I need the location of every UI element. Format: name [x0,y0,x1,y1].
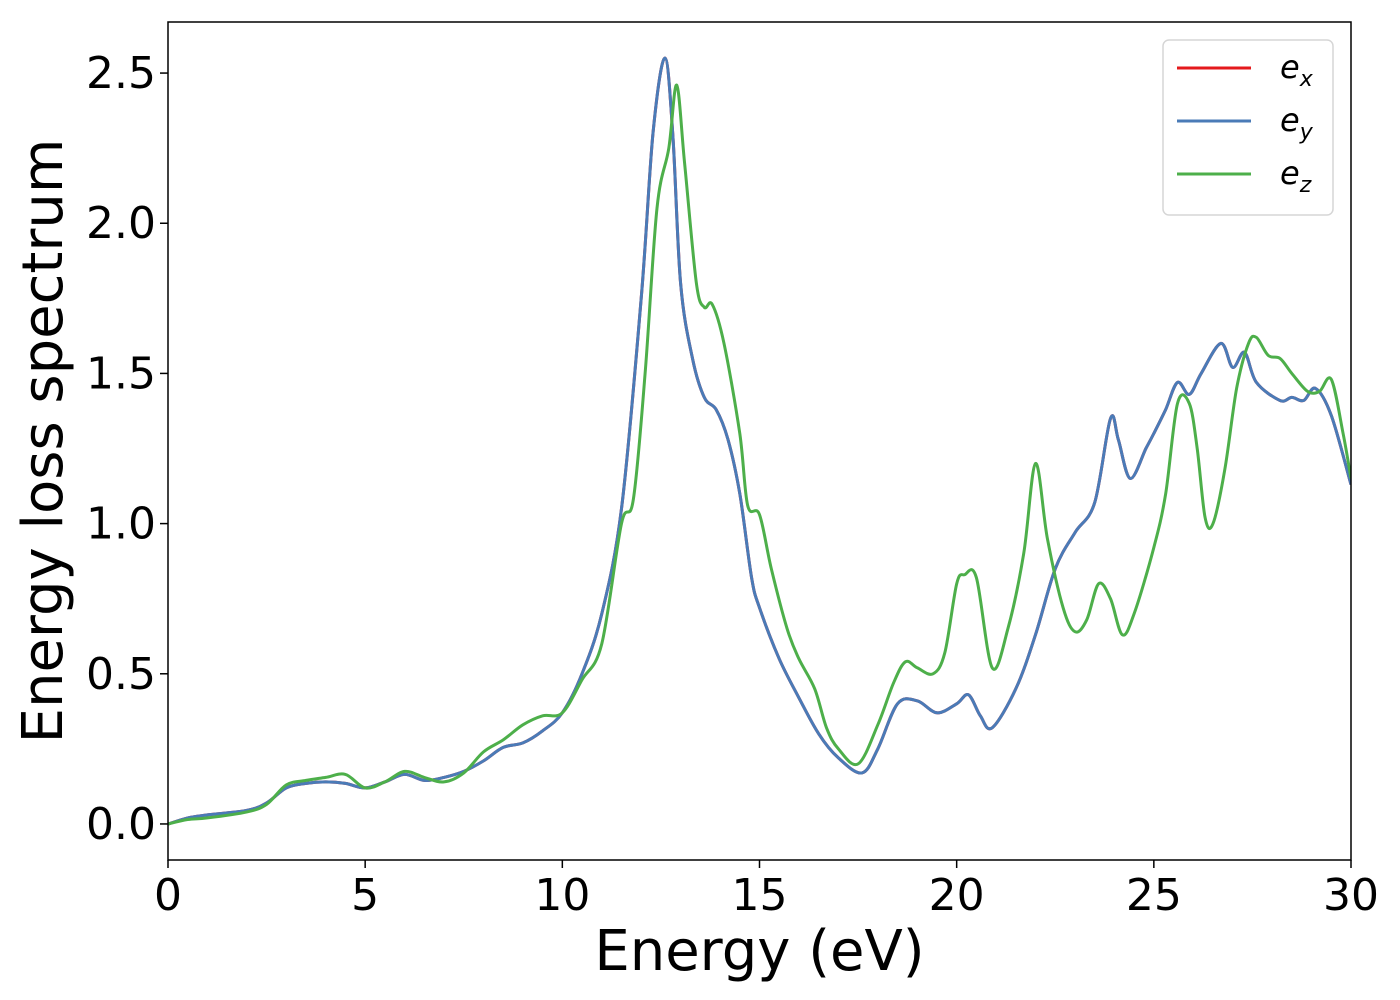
y-tick-label: 2.5 [86,48,156,99]
legend: ex ey ez [1162,39,1334,216]
legend-label-x: ex [1280,48,1314,92]
legend-label-z: ez [1280,154,1312,198]
y-tick-label: 0.5 [86,649,156,700]
x-tick-label: 5 [351,870,379,921]
y-tick-label: 1.0 [86,499,156,550]
y-axis-label: Energy loss spectrum [11,139,76,744]
x-tick-label: 25 [1126,870,1182,921]
y-tick-label: 2.0 [86,198,156,249]
plot-frame [167,21,1352,861]
x-tick-label: 20 [929,870,985,921]
y-axis-ticks: 0.0 0.5 1.0 1.5 2.0 2.5 [86,48,168,850]
x-tick-label: 0 [154,870,182,921]
y-tick-label: 0.0 [86,799,156,850]
y-tick-label: 1.5 [86,348,156,399]
legend-box [1162,39,1334,216]
x-tick-label: 30 [1323,870,1379,921]
plot-area [168,56,1351,826]
x-axis-ticks: 0 5 10 15 20 25 30 [154,860,1379,921]
legend-label-y: ey [1280,101,1314,145]
x-tick-label: 15 [732,870,788,921]
x-axis-label: Energy (eV) [594,919,924,984]
x-tick-label: 10 [534,870,590,921]
series-line-e-z [168,83,1351,826]
